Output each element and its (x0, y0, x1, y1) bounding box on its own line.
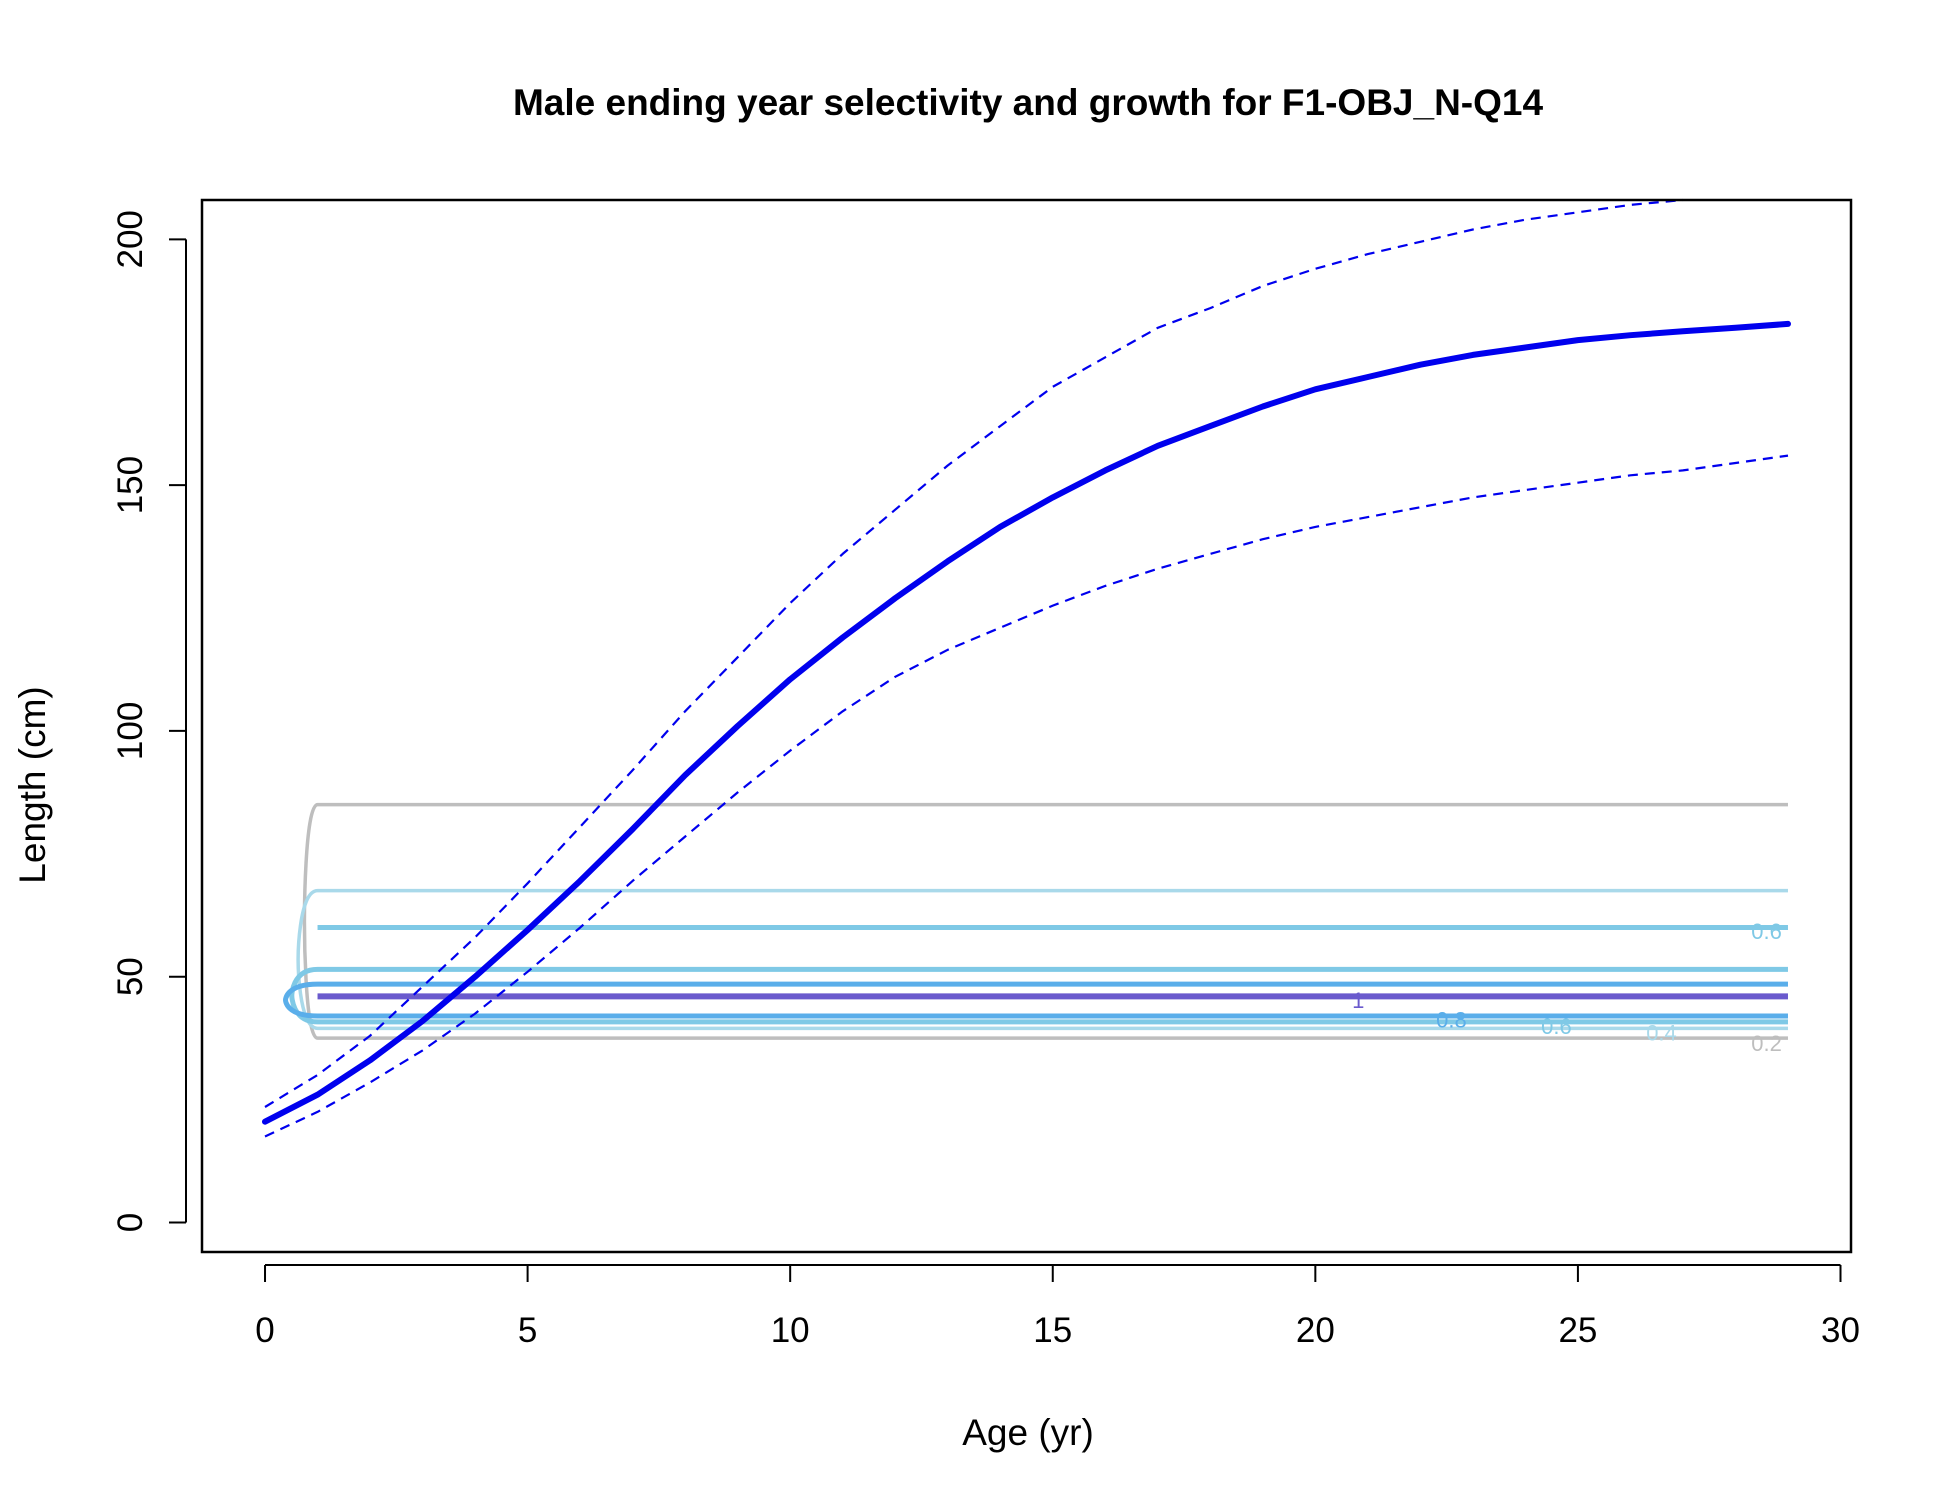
growth-line-mean (262, 320, 1791, 1125)
contour-line-0.6 (289, 966, 1788, 1025)
contour-line-0.2 (302, 802, 1788, 1040)
x-tick-label: 0 (255, 1311, 274, 1350)
y-tick-label: 100 (111, 702, 150, 760)
y-axis: 0 50 100 150 200 (111, 210, 187, 1232)
contour-line-0.8 (282, 981, 1788, 1019)
y-tick-label: 50 (111, 957, 150, 996)
x-axis: 0 5 10 15 20 25 30 (255, 1264, 1860, 1350)
contour-label: 0.2 (1751, 1031, 1782, 1056)
y-tick-label: 0 (111, 1213, 150, 1232)
y-axis-label: Length (cm) (12, 686, 53, 883)
growth-line-lower (264, 454, 1789, 1138)
x-axis-label: Age (yr) (962, 1412, 1094, 1453)
x-tick-label: 30 (1821, 1311, 1860, 1350)
contour-label: 1 (1352, 988, 1364, 1013)
y-tick-label: 150 (111, 456, 150, 514)
growth-line-upper (264, 198, 1684, 1108)
y-tick-label: 200 (111, 210, 150, 268)
contour-line-0.4 (296, 888, 1788, 1031)
plot-frame (200, 198, 1853, 1254)
selectivity-contours: 0.20.40.60.810.6 (282, 802, 1788, 1056)
x-tick-label: 5 (518, 1311, 537, 1350)
x-tick-label: 20 (1296, 1311, 1335, 1350)
chart-title: Male ending year selectivity and growth … (513, 82, 1544, 123)
x-tick-label: 10 (771, 1311, 810, 1350)
x-tick-label: 15 (1033, 1311, 1072, 1350)
x-tick-label: 25 (1558, 1311, 1597, 1350)
growth-curves (262, 198, 1791, 1138)
contour-label: 0.8 (1436, 1007, 1467, 1032)
contour-label: 0.6 (1751, 919, 1782, 944)
